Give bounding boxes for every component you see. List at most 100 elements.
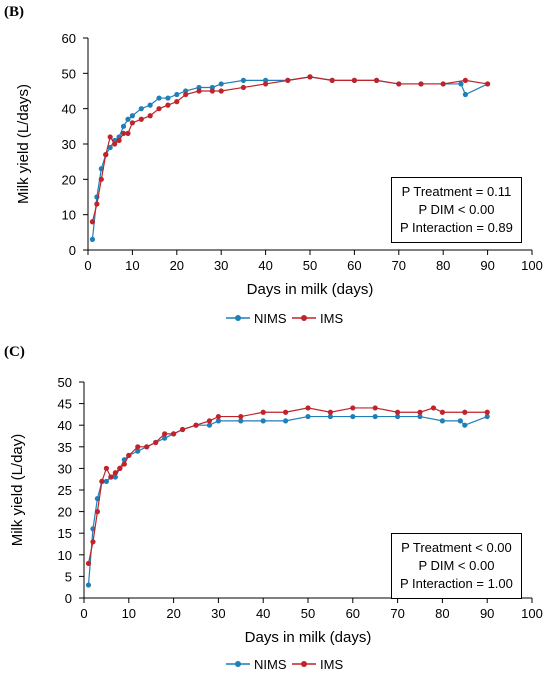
data-point-ims [89,219,96,225]
data-point-nims [135,448,141,454]
data-point-ims [94,201,100,207]
data-point-nims [439,418,445,424]
data-point-ims [418,81,424,87]
x-tick-label: 80 [436,258,450,273]
stat-line: P Interaction = 0.89 [400,220,513,235]
chart-svg: 0 10 20 30 40 50 60 70 80 90 100 0 5 10 15 20 25 30 35 40 45… [9,375,543,672]
data-point-ims [99,478,105,484]
data-point-nims [305,413,311,420]
x-tick-label: 10 [122,606,136,621]
data-point-ims [165,102,171,108]
y-tick-label: 60 [62,31,76,46]
y-tick-label: 20 [62,172,76,187]
data-point-ims [193,422,199,428]
data-point-nims [218,81,224,87]
x-tick-label: 90 [480,258,494,273]
chart-panel-c: (C) 0 10 20 30 40 50 60 70 80 90 100 0 5 10 15 20 25 30 35… [0,340,550,680]
y-tick-label: 40 [58,418,72,433]
data-point-ims [285,77,291,83]
data-point-nims [156,95,162,101]
data-point-ims [103,152,109,158]
y-tick-label: 40 [62,102,76,117]
y-tick-label: 0 [65,591,72,606]
data-point-ims [462,77,468,83]
data-point-ims [327,409,333,415]
data-point-ims [147,113,153,119]
x-axis-title: Days in milk (days) [245,629,372,646]
data-point-ims [351,77,357,83]
x-tick-label: 0 [80,606,87,621]
data-point-ims [395,409,401,415]
data-point-ims [121,461,127,467]
data-point-ims [135,444,141,450]
x-tick-label: 80 [435,606,449,621]
data-point-ims [283,409,289,415]
y-axis-title: Milk yield (L/days) [15,84,32,204]
data-point-ims [125,130,131,136]
data-point-ims [107,134,113,140]
x-tick-label: 100 [521,606,543,621]
data-point-ims [98,176,104,182]
data-point-ims [94,509,101,515]
data-point-nims [103,478,109,484]
data-point-ims [484,409,490,415]
data-point-ims [179,426,186,433]
x-tick-label: 50 [303,258,317,273]
x-tick-label: 100 [521,258,543,273]
legend-label-ims: IMS [320,657,343,672]
x-tick-label: 10 [125,258,139,273]
data-point-ims [439,409,445,415]
data-point-ims [218,88,224,94]
x-tick-label: 30 [211,606,225,621]
y-tick-label: 35 [58,440,72,455]
data-point-nims [138,106,144,112]
y-tick-label: 10 [62,208,76,223]
data-point-ims [112,141,118,147]
x-tick-label: 50 [301,606,315,621]
y-tick-label: 0 [69,243,76,258]
panel-label: (C) [4,344,25,360]
data-point-ims [108,474,114,480]
data-point-nims [89,236,96,242]
data-point-nims [327,413,333,420]
data-point-nims [147,102,153,108]
data-point-nims [162,435,168,441]
data-point-ims [372,405,378,411]
data-point-ims [112,470,118,476]
data-point-ims [440,81,446,87]
data-point-ims [462,409,468,415]
y-axis-title: Milk yield (L/day) [9,434,26,547]
data-point-ims [126,452,132,459]
x-tick-label: 70 [392,258,406,273]
data-point-ims [417,409,423,415]
data-point-ims [156,106,162,112]
data-point-nims [462,91,468,98]
data-point-ims [144,444,150,450]
data-point-nims [457,418,463,424]
legend-marker-ims [301,661,307,667]
chart-panel-b: (B) 0 10 20 30 40 50 60 70 80 90 100 0 10 20 30 40 50 60 D… [4,4,543,326]
data-point-nims [85,582,92,588]
data-point-ims [350,405,356,411]
legend-label-ims: IMS [320,311,343,326]
y-tick-label: 30 [62,137,76,152]
y-tick-label: 5 [65,569,72,584]
data-point-ims [117,465,123,471]
x-tick-label: 70 [390,606,404,621]
chart-svg: 0 10 20 30 40 50 60 70 80 90 100 0 10 20 30 40 50 60 Days … [15,31,543,326]
legend-label-nims: NIMS [254,657,287,672]
data-point-ims [396,81,402,87]
stat-line: P DIM < 0.00 [418,202,495,217]
data-point-ims [103,465,109,471]
data-point-ims [305,405,311,411]
data-point-ims [263,81,269,87]
data-point-ims [260,409,266,415]
data-point-ims [307,74,313,80]
y-tick-label: 15 [58,526,72,541]
legend-marker-nims [235,315,241,321]
data-point-ims [240,84,246,91]
data-point-ims [162,431,168,437]
y-tick-label: 45 [58,397,72,412]
legend: NIMS IMS [226,657,343,672]
data-point-nims [372,413,378,420]
